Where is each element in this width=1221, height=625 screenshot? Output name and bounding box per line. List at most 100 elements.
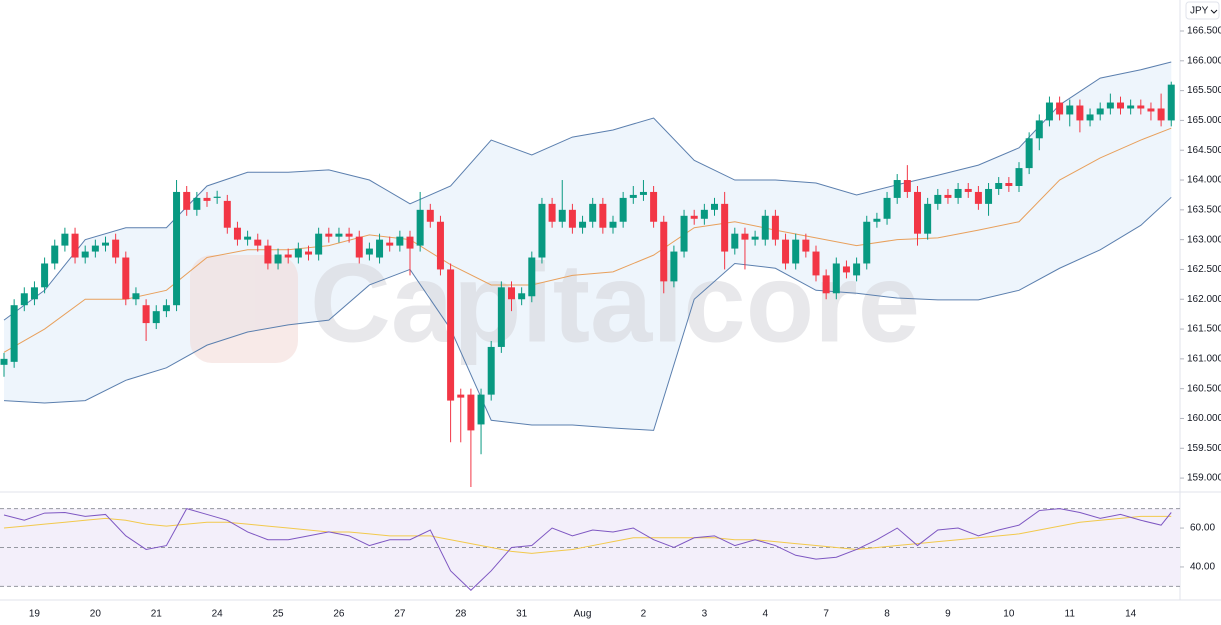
candle-body bbox=[1106, 102, 1114, 109]
band-fill bbox=[4, 61, 1172, 431]
candle-body bbox=[934, 194, 942, 204]
x-tick-label: 31 bbox=[516, 609, 528, 620]
candle-body bbox=[914, 191, 921, 234]
watermark-logo bbox=[190, 255, 298, 363]
candle-body bbox=[0, 358, 8, 365]
candle-body bbox=[447, 269, 455, 401]
candle-body bbox=[568, 209, 576, 228]
y-tick-label: 60.00 bbox=[1190, 523, 1215, 534]
candle-body bbox=[548, 203, 556, 222]
x-tick-label: 19 bbox=[29, 609, 41, 620]
candle-body bbox=[244, 236, 252, 240]
candle-body bbox=[609, 221, 617, 228]
candle-body bbox=[1025, 138, 1033, 169]
candle-body bbox=[457, 394, 465, 398]
candle-body bbox=[751, 236, 759, 240]
candle-body bbox=[883, 197, 891, 219]
watermark-text: Capitalcore bbox=[310, 241, 920, 366]
y-tick-label: 163.000 bbox=[1187, 234, 1221, 245]
candle-body bbox=[345, 233, 353, 237]
candle-body bbox=[741, 233, 749, 240]
candle-body bbox=[1076, 105, 1084, 121]
x-tick-label: 3 bbox=[702, 609, 708, 620]
currency-selector[interactable]: JPY bbox=[1185, 1, 1220, 20]
candle-body bbox=[1127, 105, 1135, 109]
candle-body bbox=[589, 203, 597, 222]
rsi-line bbox=[3, 508, 1172, 591]
candle-body bbox=[629, 194, 637, 198]
candle-body bbox=[853, 263, 861, 276]
x-tick-label: 11 bbox=[1065, 609, 1076, 620]
x-tick-label: 26 bbox=[333, 609, 345, 620]
candle-body bbox=[721, 203, 729, 252]
candle-body bbox=[579, 221, 587, 228]
candle-body bbox=[81, 251, 89, 258]
candle-body bbox=[1045, 102, 1053, 121]
candle-body bbox=[487, 346, 495, 395]
candle-body bbox=[1086, 114, 1094, 121]
y-tick-label: 164.000 bbox=[1187, 175, 1221, 186]
candle-body bbox=[639, 191, 647, 195]
x-tick-label: 2 bbox=[641, 609, 647, 620]
candle-body bbox=[203, 197, 211, 201]
candle-body bbox=[995, 183, 1003, 189]
y-tick-label: 162.000 bbox=[1187, 294, 1221, 305]
candle-body bbox=[102, 242, 109, 246]
candle-body bbox=[1066, 105, 1074, 115]
candle-body bbox=[436, 221, 444, 270]
x-tick-label: 20 bbox=[90, 609, 102, 620]
y-tick-label: 165.500 bbox=[1187, 85, 1221, 96]
candle-body bbox=[508, 287, 515, 300]
candle-body bbox=[974, 191, 982, 204]
x-tick-label: 27 bbox=[394, 609, 406, 620]
candle-body bbox=[842, 266, 850, 273]
candle-body bbox=[1005, 183, 1013, 186]
candle-body bbox=[518, 293, 526, 300]
candle-body bbox=[315, 233, 323, 255]
candle-body bbox=[162, 305, 170, 312]
candle-body bbox=[954, 188, 962, 198]
candle-body bbox=[558, 209, 566, 222]
candle-body bbox=[355, 236, 363, 258]
candle-body bbox=[893, 180, 901, 198]
candle-body bbox=[771, 215, 779, 240]
candle-body bbox=[122, 257, 130, 300]
y-tick-label: 160.500 bbox=[1187, 383, 1221, 394]
candle-body bbox=[183, 191, 191, 210]
candle-body bbox=[274, 254, 282, 264]
y-tick-label: 165.000 bbox=[1187, 115, 1221, 126]
candle-body bbox=[903, 180, 911, 192]
x-tick-label: 8 bbox=[884, 609, 890, 620]
candle-body bbox=[1147, 108, 1155, 112]
candle-body bbox=[690, 215, 698, 219]
candle-body bbox=[132, 293, 140, 300]
candle-body bbox=[30, 287, 38, 300]
candle-body bbox=[284, 254, 292, 258]
candle-body bbox=[254, 239, 262, 246]
candle-body bbox=[822, 275, 830, 294]
candle-body bbox=[61, 233, 69, 246]
currency-box[interactable] bbox=[1185, 1, 1220, 20]
dropdown-arrow[interactable] bbox=[1210, 9, 1218, 14]
candle-body bbox=[305, 251, 312, 255]
candle-body bbox=[365, 248, 373, 255]
y-tick-label: 166.500 bbox=[1187, 26, 1221, 37]
candle-body bbox=[213, 196, 221, 198]
currency-label[interactable]: JPY bbox=[1190, 6, 1209, 17]
x-tick-label: 9 bbox=[945, 609, 951, 620]
y-tick-label: 164.500 bbox=[1187, 145, 1221, 156]
candle-body bbox=[731, 233, 739, 249]
candle-body bbox=[20, 293, 28, 306]
candle-body bbox=[396, 236, 404, 246]
candle-body bbox=[335, 233, 343, 237]
candle-body bbox=[112, 239, 120, 258]
candle-body bbox=[1157, 108, 1165, 121]
candle-body bbox=[792, 239, 800, 264]
candle-body bbox=[944, 194, 952, 198]
candle-body bbox=[863, 221, 871, 264]
candle-body bbox=[1056, 102, 1064, 115]
y-tick-label: 161.500 bbox=[1187, 324, 1221, 335]
watermark: Capitalcore bbox=[190, 241, 920, 366]
